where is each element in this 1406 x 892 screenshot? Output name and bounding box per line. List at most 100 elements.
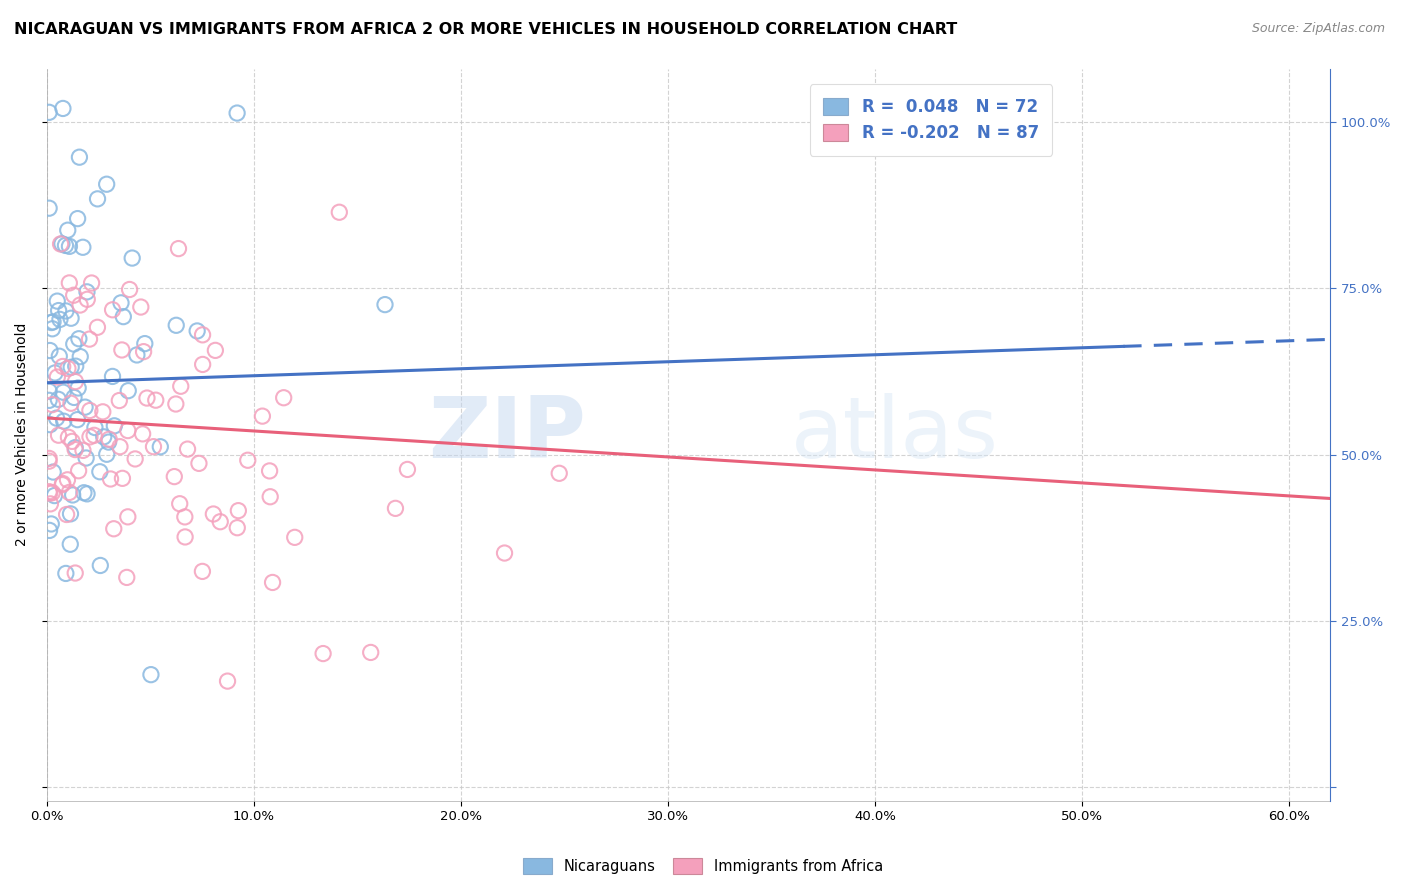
Legend: R =  0.048   N = 72, R = -0.202   N = 87: R = 0.048 N = 72, R = -0.202 N = 87 xyxy=(810,84,1053,155)
Point xyxy=(38,384,60,399)
Point xyxy=(96,447,118,461)
Point xyxy=(89,465,111,479)
Point xyxy=(38,393,60,408)
Point xyxy=(121,251,143,265)
Point xyxy=(65,359,87,374)
Point xyxy=(226,521,249,535)
Point xyxy=(67,332,90,346)
Point xyxy=(39,417,62,432)
Point xyxy=(38,201,60,215)
Point xyxy=(60,311,83,326)
Point xyxy=(67,464,90,478)
Point xyxy=(67,150,90,164)
Point xyxy=(41,322,63,336)
Point xyxy=(111,471,134,485)
Point xyxy=(259,490,281,504)
Point xyxy=(86,320,108,334)
Point xyxy=(103,522,125,536)
Point xyxy=(51,477,73,491)
Point xyxy=(39,343,62,358)
Point xyxy=(65,375,87,389)
Point xyxy=(60,434,83,449)
Point xyxy=(170,379,193,393)
Point xyxy=(396,462,419,476)
Point xyxy=(63,391,86,405)
Point xyxy=(48,303,70,318)
Point xyxy=(62,288,84,302)
Point xyxy=(96,178,118,192)
Point xyxy=(41,485,63,500)
Point xyxy=(49,312,72,326)
Point xyxy=(56,223,79,237)
Point xyxy=(65,441,87,455)
Point xyxy=(100,472,122,486)
Point xyxy=(51,236,73,251)
Point xyxy=(46,392,69,407)
Point xyxy=(108,393,131,408)
Point xyxy=(174,530,197,544)
Point xyxy=(45,411,67,425)
Point xyxy=(217,674,239,689)
Point xyxy=(202,507,225,521)
Point xyxy=(52,102,75,116)
Point xyxy=(204,343,226,358)
Point xyxy=(63,442,86,457)
Point xyxy=(124,451,146,466)
Point xyxy=(67,381,90,395)
Point xyxy=(76,285,98,299)
Point xyxy=(142,440,165,454)
Point xyxy=(60,360,83,375)
Point xyxy=(38,484,60,499)
Point xyxy=(187,456,209,470)
Point xyxy=(548,467,571,481)
Point xyxy=(236,453,259,467)
Point xyxy=(58,430,80,444)
Point xyxy=(38,524,60,538)
Point xyxy=(97,435,120,450)
Point xyxy=(328,205,350,219)
Point xyxy=(48,349,70,363)
Point xyxy=(52,414,75,428)
Point xyxy=(72,240,94,254)
Point xyxy=(66,211,89,226)
Point xyxy=(58,485,80,500)
Point xyxy=(226,106,249,120)
Point xyxy=(103,418,125,433)
Point xyxy=(79,332,101,346)
Point xyxy=(91,405,114,419)
Point xyxy=(55,508,77,522)
Point xyxy=(52,359,75,374)
Point xyxy=(72,443,94,458)
Point xyxy=(98,432,121,446)
Point xyxy=(129,300,152,314)
Point xyxy=(360,645,382,659)
Point xyxy=(48,428,70,442)
Point xyxy=(136,391,159,405)
Text: NICARAGUAN VS IMMIGRANTS FROM AFRICA 2 OR MORE VEHICLES IN HOUSEHOLD CORRELATION: NICARAGUAN VS IMMIGRANTS FROM AFRICA 2 O… xyxy=(14,22,957,37)
Point xyxy=(39,516,62,531)
Point xyxy=(42,465,65,479)
Point xyxy=(59,537,82,551)
Point xyxy=(62,488,84,502)
Point xyxy=(117,384,139,398)
Point xyxy=(173,509,195,524)
Point xyxy=(56,473,79,487)
Text: Source: ZipAtlas.com: Source: ZipAtlas.com xyxy=(1251,22,1385,36)
Point xyxy=(73,485,96,500)
Point xyxy=(108,440,131,454)
Point xyxy=(252,409,274,424)
Point xyxy=(101,302,124,317)
Point xyxy=(79,403,101,417)
Point xyxy=(273,391,295,405)
Point xyxy=(112,310,135,324)
Y-axis label: 2 or more Vehicles in Household: 2 or more Vehicles in Household xyxy=(15,323,30,546)
Point xyxy=(139,667,162,681)
Point xyxy=(312,647,335,661)
Point xyxy=(191,358,214,372)
Point xyxy=(41,398,63,412)
Point xyxy=(262,575,284,590)
Point xyxy=(134,336,156,351)
Point xyxy=(58,276,80,290)
Point xyxy=(149,440,172,454)
Point xyxy=(55,566,77,581)
